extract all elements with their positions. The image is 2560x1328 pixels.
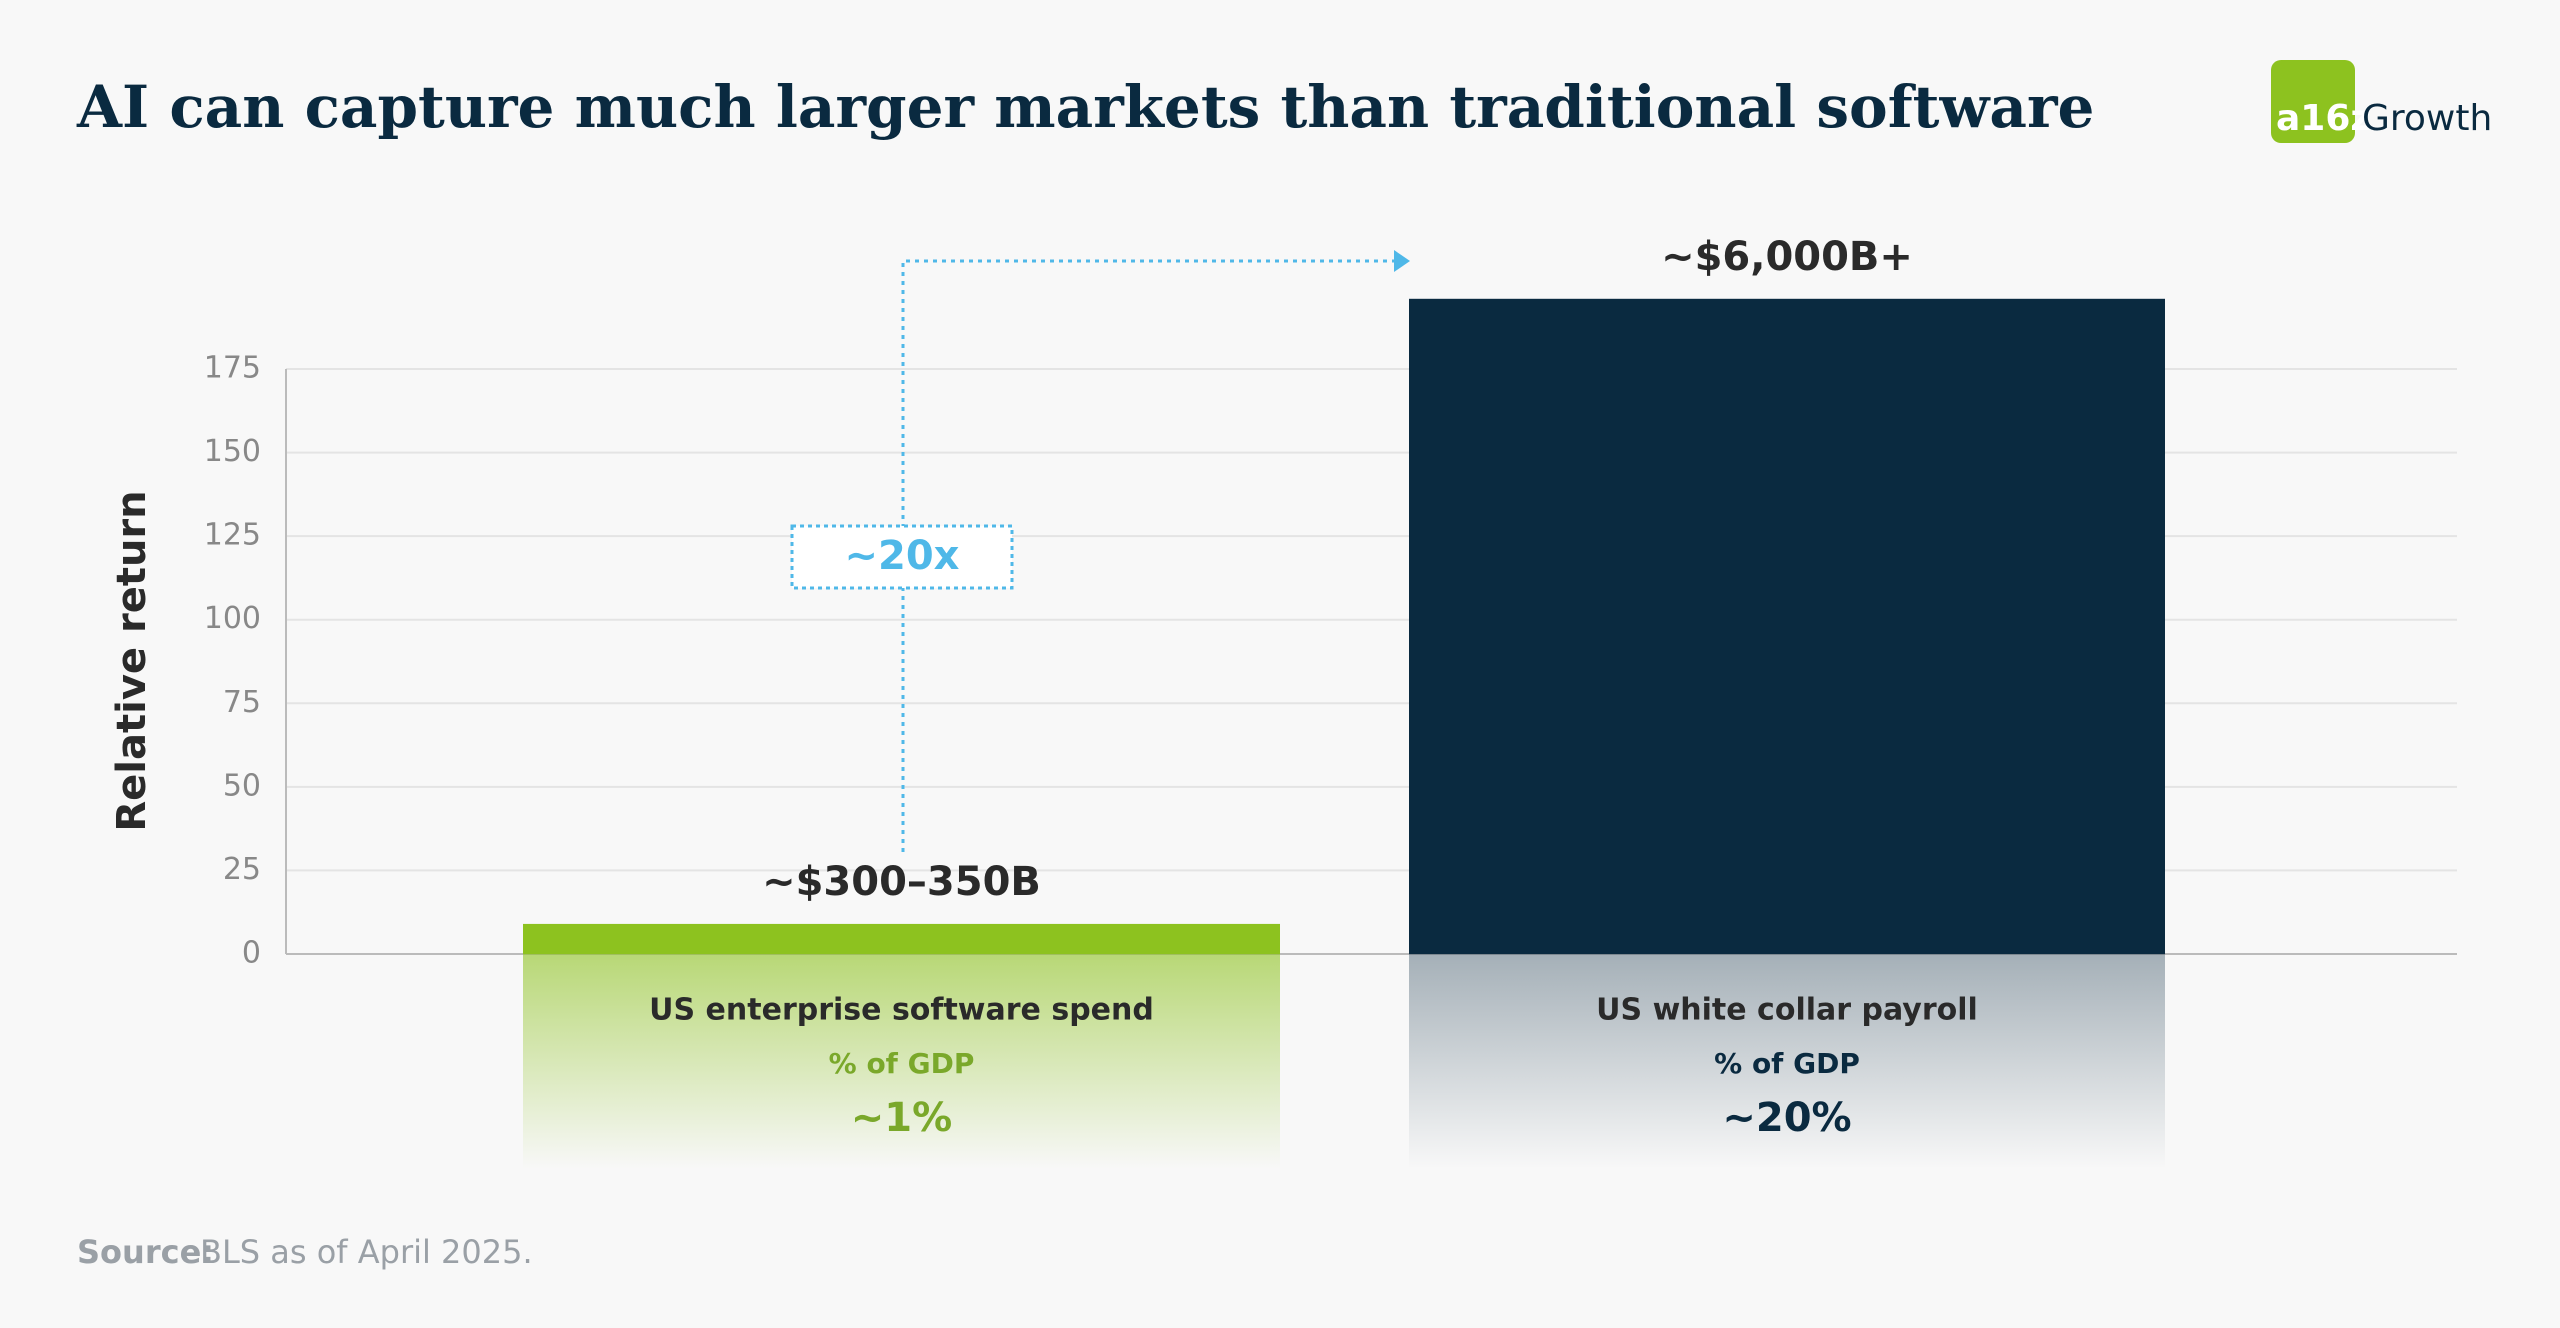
chart-title: AI can capture much larger markets than … bbox=[76, 73, 2094, 141]
source-label: Source: bbox=[77, 1233, 214, 1271]
bar bbox=[523, 923, 1280, 954]
y-tick-label: 0 bbox=[242, 936, 261, 971]
multiple-arrow bbox=[901, 259, 1394, 852]
gdp-share: ~20% bbox=[1722, 1095, 1851, 1141]
logo-mark bbox=[2271, 60, 2355, 143]
multiple-annotation: ~20x bbox=[845, 533, 960, 579]
logo-mark-text: a16z bbox=[2276, 98, 2371, 139]
bar-annotation: ~$6,000B+ bbox=[1661, 234, 1913, 280]
y-axis-label: Relative return bbox=[109, 490, 155, 831]
bar-reflection bbox=[523, 954, 1280, 1169]
x-tick-label: US enterprise software spend bbox=[649, 993, 1154, 1028]
gdp-share-label: % of GDP bbox=[1714, 1047, 1860, 1080]
y-tick-label: 125 bbox=[204, 518, 261, 553]
gdp-share: ~1% bbox=[851, 1095, 952, 1141]
y-tick-label: 150 bbox=[204, 434, 261, 469]
bar bbox=[1409, 298, 2165, 954]
x-tick-label: US white collar payroll bbox=[1596, 993, 1978, 1028]
y-tick-label: 25 bbox=[223, 852, 261, 887]
y-tick-label: 75 bbox=[223, 685, 261, 720]
bar-annotation: ~$300–350B bbox=[762, 859, 1041, 905]
arrow-head bbox=[1394, 250, 1410, 272]
y-tick-label: 175 bbox=[204, 351, 261, 386]
logo-text: Growth bbox=[2362, 98, 2492, 139]
bar-reflection bbox=[1409, 954, 2165, 1169]
y-tick-label: 50 bbox=[223, 768, 261, 803]
multiple-box bbox=[790, 524, 1014, 590]
y-tick-label: 100 bbox=[204, 601, 261, 636]
source: BLS as of April 2025. bbox=[200, 1233, 533, 1271]
gdp-share-label: % of GDP bbox=[829, 1047, 975, 1080]
